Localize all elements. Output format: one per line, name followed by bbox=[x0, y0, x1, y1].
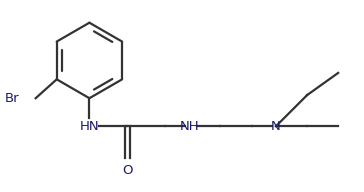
Text: NH: NH bbox=[179, 120, 199, 133]
Text: O: O bbox=[122, 164, 132, 176]
Text: HN: HN bbox=[80, 120, 99, 133]
Text: N: N bbox=[271, 120, 281, 133]
Text: Br: Br bbox=[5, 92, 20, 105]
